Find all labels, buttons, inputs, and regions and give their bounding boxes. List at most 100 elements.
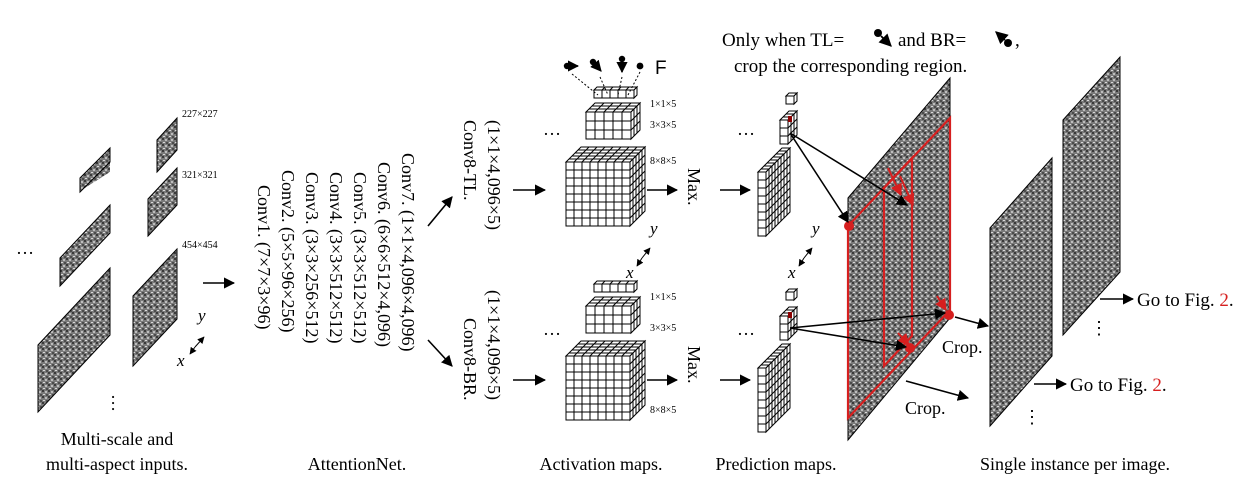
- prediction-caption: Prediction maps.: [716, 454, 837, 474]
- act-size-1-bottom: 1×1×5: [650, 292, 676, 303]
- goto-link-bottom[interactable]: Go to Fig. 2.: [1070, 375, 1167, 396]
- arrow-net-to-tl: [427, 196, 453, 227]
- act-cube-1x1: [592, 279, 639, 294]
- inputs-ellipsis-left: …: [16, 238, 34, 258]
- branch-br-dims: (1×1×4,096×5): [483, 290, 504, 400]
- size-label-454: 454×454: [182, 240, 218, 251]
- act-size-8-top: 8×8×5: [650, 156, 676, 167]
- layer-conv1: Conv1. (7×7×3×96): [253, 185, 274, 329]
- input-image-medium-b: [147, 166, 178, 238]
- crop-rule-line2: crop the corresponding region.: [734, 56, 967, 77]
- pred-cube-1x1: [784, 91, 799, 106]
- crop-box-inner: [882, 155, 914, 369]
- prediction-maps-bottom: [756, 287, 799, 434]
- input-image-small-a: [79, 146, 111, 194]
- activation-ellipsis-bottom: …: [543, 319, 561, 339]
- activation-caption: Activation maps.: [540, 454, 663, 474]
- red-arrow-4: [897, 332, 910, 346]
- inputs-ellipsis-bottom: …: [108, 394, 128, 412]
- br-point-a: [944, 310, 954, 320]
- prediction-ellipsis-top: …: [737, 119, 755, 139]
- crop-box-outer: [846, 115, 952, 421]
- act-size-1-top: 1×1×5: [650, 99, 676, 110]
- branch-tl-name: Conv8-TL.: [460, 120, 480, 201]
- act-cube-8x8: [564, 339, 647, 422]
- prediction-axis-y: y: [810, 219, 820, 238]
- attention-net-layers: Conv1. (7×7×3×96) Conv2. (5×5×96×256) Co…: [253, 153, 418, 351]
- crop-rule-line1-b: and BR=: [898, 30, 966, 51]
- f-glyph-row: F: [563, 55, 667, 96]
- layer-conv3: Conv3. (3×3×256×512): [301, 172, 322, 343]
- crop-rule-line1-c: ,: [1015, 30, 1020, 51]
- activation-ellipsis-top: …: [543, 119, 561, 139]
- prediction-ellipsis-bottom: …: [737, 319, 755, 339]
- pred-cube-1x1: [784, 287, 799, 302]
- goto-num-top: 2: [1219, 290, 1229, 311]
- red-arrow-2: [899, 175, 915, 207]
- outputs-ellipsis-front: ⋮: [1023, 407, 1041, 427]
- branch-tl-dims: (1×1×4,096×5): [483, 120, 504, 230]
- pred-cube-8x8: [756, 146, 792, 238]
- input-image-small-b: [156, 116, 178, 174]
- arrow-br-to-photo-1: [789, 308, 947, 329]
- crop-label-b: Crop.: [905, 398, 946, 418]
- pred-cube-3x3: [778, 305, 799, 342]
- goto-num-bottom: 2: [1152, 375, 1162, 396]
- input-image-large-b: [132, 247, 178, 368]
- output-crop-back: [1062, 55, 1121, 337]
- arrow-net-to-br: [427, 339, 453, 367]
- activation-maps-top: [564, 85, 647, 228]
- tl-point-a: [844, 221, 854, 231]
- act-cube-1x1: [592, 85, 639, 100]
- goto-text-bottom: Go to Fig.: [1070, 375, 1152, 396]
- outputs-ellipsis-back: ⋮: [1090, 318, 1108, 338]
- input-images: [37, 116, 178, 414]
- input-image-medium-a: [59, 203, 111, 288]
- red-arrow-3: [935, 295, 947, 312]
- pred-selected-cell: [788, 312, 792, 318]
- inputs-axis-y: y: [196, 306, 206, 325]
- branch-br-name: Conv8-BR.: [460, 318, 480, 401]
- goto-tail-top: .: [1229, 290, 1234, 311]
- outputs-caption: Single instance per image.: [980, 454, 1170, 474]
- crop-label-a: Crop.: [942, 337, 983, 357]
- inputs-caption-line2: multi-aspect inputs.: [46, 454, 188, 474]
- pred-selected-cell: [788, 116, 792, 122]
- max-label-top: Max.: [684, 168, 704, 206]
- activation-maps-bottom: [564, 279, 647, 422]
- input-image-large-a: [37, 266, 111, 414]
- main-photo: [847, 76, 951, 442]
- layer-conv2: Conv2. (5×5×96×256): [277, 170, 298, 332]
- arrow-tl-to-photo-1: [789, 132, 849, 223]
- act-cube-3x3: [584, 295, 642, 335]
- inputs-axis: y x: [176, 306, 206, 370]
- activation-axis-x: x: [625, 263, 634, 282]
- attention-net-caption: AttentionNet.: [308, 454, 406, 474]
- max-label-bottom: Max.: [684, 346, 704, 384]
- arrow-crop-a: [954, 316, 990, 329]
- prediction-axis: y x: [787, 219, 820, 282]
- act-size-3-top: 3×3×5: [650, 120, 676, 131]
- size-label-227: 227×227: [182, 109, 218, 120]
- tl-glyph-icon: [874, 29, 892, 47]
- inputs-axis-x: x: [176, 351, 185, 370]
- act-size-8-bottom: 8×8×5: [650, 405, 676, 416]
- crop-rule: Only when TL= and BR= , crop the corresp…: [722, 29, 1020, 77]
- layer-conv7: Conv7. (1×1×4,096×4,096): [397, 153, 418, 351]
- prediction-maps-top: [756, 91, 799, 238]
- goto-link-top[interactable]: Go to Fig. 2.: [1137, 290, 1234, 311]
- act-cube-3x3: [584, 101, 642, 141]
- br-point-b: [905, 343, 915, 353]
- act-cube-8x8: [564, 145, 647, 228]
- br-glyph-icon: [995, 31, 1012, 47]
- layer-conv5: Conv5. (3×3×512×512): [349, 172, 370, 343]
- red-arrow-1: [887, 167, 902, 197]
- inputs-caption-line1: Multi-scale and: [61, 429, 173, 449]
- arrow-crop-b: [905, 380, 970, 401]
- activation-axis-y: y: [648, 219, 658, 238]
- goto-tail-bottom: .: [1162, 375, 1167, 396]
- pred-cube-8x8: [756, 342, 792, 434]
- layer-conv4: Conv4. (3×3×512×512): [325, 172, 346, 343]
- layer-conv6: Conv6. (6×6×512×4,096): [373, 162, 394, 347]
